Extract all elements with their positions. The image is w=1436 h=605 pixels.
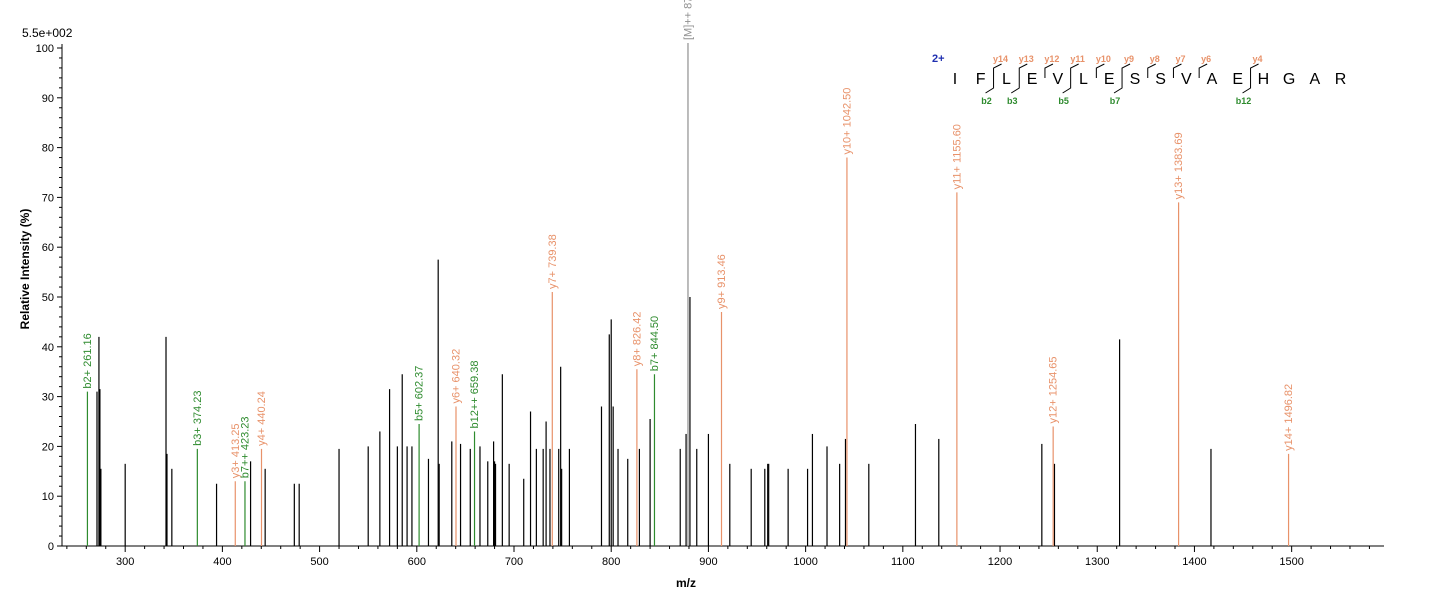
sequence-residue: S — [1130, 71, 1141, 88]
sequence-residue: S — [1155, 71, 1166, 88]
y-ion-label: y9 — [1124, 54, 1134, 64]
peak-label: y11+ 1155.60 — [951, 124, 963, 189]
sequence-residue: A — [1207, 71, 1218, 88]
y-cleavage-mark — [1018, 63, 1028, 78]
x-tick-label: 600 — [408, 556, 426, 568]
y-ion-label: y6 — [1201, 54, 1211, 64]
peak-label: y13+ 1383.69 — [1173, 132, 1185, 199]
y-ion-label: y14 — [993, 54, 1008, 64]
y-tick-label: 0 — [48, 541, 54, 553]
y-tick-label: 50 — [42, 292, 54, 304]
peak-label: y9+ 913.46 — [716, 254, 728, 309]
y-tick-label: 10 — [42, 491, 54, 503]
x-tick-label: 1000 — [793, 556, 817, 568]
y-cleavage-mark — [1250, 63, 1259, 78]
y-tick-label: 70 — [42, 192, 54, 204]
b-cleavage-mark — [1242, 78, 1252, 94]
sequence-residue: H — [1258, 71, 1270, 88]
x-tick-label: 900 — [699, 556, 717, 568]
intensity-scale-label: 5.5e+002 — [22, 26, 73, 40]
x-tick-label: 300 — [116, 556, 134, 568]
peak-label: y8+ 826.42 — [631, 311, 643, 366]
y-ion-label: y13 — [1019, 54, 1034, 64]
x-tick-label: 1400 — [1182, 556, 1206, 568]
b-ion-label: b12 — [1236, 96, 1252, 106]
peak-label: b3+ 374.23 — [192, 391, 204, 446]
b-ion-label: b3 — [1007, 96, 1018, 106]
y-cleavage-mark — [1070, 63, 1079, 78]
axes: 0 10 20 30 40 50 60 70 80 90 100 300 400 500 600 700 800… — [36, 43, 1384, 568]
y-tick-label: 80 — [42, 143, 54, 155]
b-ion-label: b5 — [1058, 96, 1069, 106]
sequence-residue: G — [1283, 71, 1295, 88]
x-tick-label: 800 — [602, 556, 620, 568]
y-cleavage-mark — [1044, 63, 1054, 78]
sequence-residue: E — [1232, 71, 1243, 88]
b-cleavage-mark — [1062, 78, 1072, 94]
sequence-residue: L — [1002, 71, 1011, 88]
y-cleavage-mark — [993, 63, 1002, 78]
peak-label: b5+ 602.37 — [414, 366, 426, 421]
y-cleavage-mark — [1147, 63, 1156, 78]
y-tick-label: 90 — [42, 93, 54, 105]
x-tick-label: 400 — [213, 556, 231, 568]
b-cleavage-mark — [1113, 78, 1123, 94]
peak-label: y12+ 1254.65 — [1048, 356, 1060, 423]
sequence-residue: V — [1052, 71, 1063, 88]
peak-label: y4+ 440.24 — [256, 391, 268, 446]
peak-label: y14+ 1496.82 — [1283, 384, 1295, 451]
peak-label: y7+ 739.38 — [547, 234, 559, 289]
y-tick-label: 60 — [42, 242, 54, 254]
peak-label: b7+ 844.50 — [649, 316, 661, 371]
peak-label: b7++ 423.23 — [239, 416, 251, 478]
b-cleavage-mark — [1010, 78, 1020, 94]
peaks-layer — [86, 43, 1290, 546]
x-tick-label: 500 — [310, 556, 328, 568]
peak-label: b2+ 261.16 — [82, 333, 94, 388]
peak-label: [M]++ 878.98 — [682, 0, 694, 40]
sequence-residue: A — [1309, 71, 1320, 88]
sequence-residue: E — [1104, 71, 1115, 88]
sequence-residue: E — [1027, 71, 1038, 88]
peak-label: y3+ 413.25 — [230, 424, 242, 479]
x-tick-label: 1500 — [1279, 556, 1303, 568]
y-tick-label: 100 — [36, 43, 54, 55]
b-ion-label: b7 — [1110, 96, 1121, 106]
charge-state-label: 2+ — [932, 53, 945, 65]
sequence-residue: V — [1181, 71, 1192, 88]
b-ion-label: b2 — [981, 96, 992, 106]
y-ion-label: y7 — [1175, 54, 1185, 64]
x-axis-title: m/z — [676, 576, 696, 590]
y-tick-label: 30 — [42, 392, 54, 404]
y-ion-label: y11 — [1070, 54, 1085, 64]
b-cleavage-mark — [985, 78, 995, 94]
y-ion-label: y10 — [1096, 54, 1111, 64]
sequence-residue: L — [1079, 71, 1088, 88]
y-ion-label: y4 — [1253, 54, 1263, 64]
peak-label: b12++ 659.38 — [469, 361, 481, 429]
sequence-residue: F — [976, 71, 986, 88]
y-cleavage-mark — [1095, 63, 1105, 78]
y-ion-label: y8 — [1150, 54, 1160, 64]
y-cleavage-mark — [1198, 63, 1208, 78]
sequence-residue: R — [1335, 71, 1347, 88]
y-ion-label: y12 — [1044, 54, 1059, 64]
y-axis-title: Relative Intensity (%) — [18, 209, 32, 330]
x-tick-label: 1200 — [988, 556, 1012, 568]
peak-label: y10+ 1042.50 — [841, 88, 853, 155]
peak-label: y6+ 640.32 — [450, 349, 462, 404]
y-tick-label: 40 — [42, 342, 54, 354]
x-tick-label: 1300 — [1085, 556, 1109, 568]
x-tick-label: 700 — [505, 556, 523, 568]
y-cleavage-mark — [1121, 63, 1131, 78]
y-tick-label: 20 — [42, 441, 54, 453]
y-cleavage-mark — [1172, 63, 1182, 78]
x-tick-label: 1100 — [891, 556, 915, 568]
sequence-residue: I — [953, 71, 957, 88]
